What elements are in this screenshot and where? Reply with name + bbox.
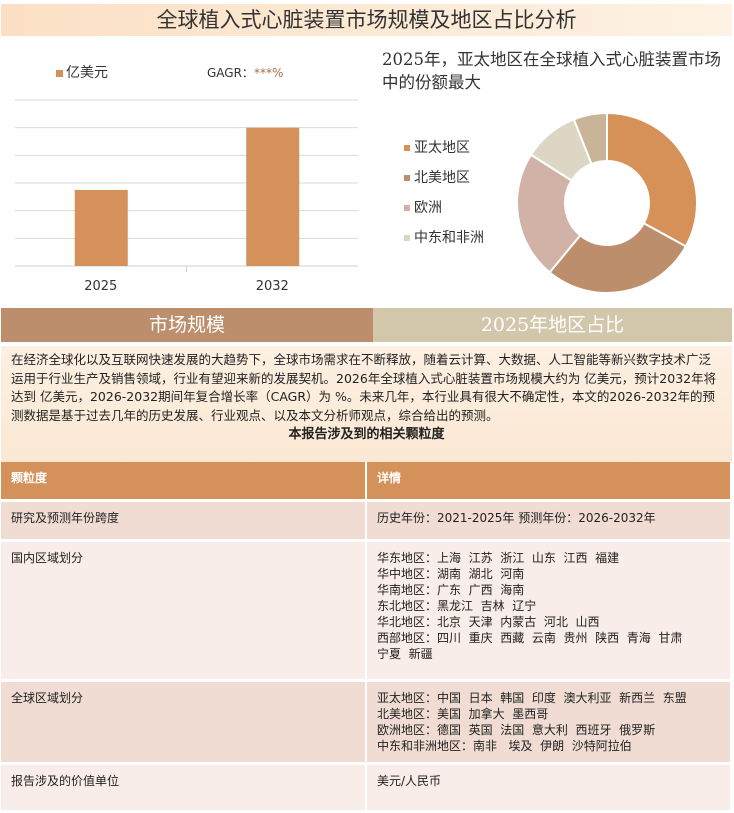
row-details: 亚太地区：中国 日本 韩国 印度 澳大利亚 新西兰 东盟 北美地区：美国 加拿大 … [366, 680, 732, 765]
pie-title: 2025年，亚太地区在全球植入式心脏装置市场中的份额最大 [382, 50, 721, 92]
page-title: 全球植入式心脏装置市场规模及地区占比分析 [1, 4, 732, 36]
row-details: 历史年份：2021-2025年 预测年份：2026-2032年 [366, 500, 732, 542]
legend-swatch [404, 205, 410, 211]
table-header: 颗粒度 详情 [1, 462, 732, 502]
legend-swatch [56, 69, 63, 77]
granularity-table: 颗粒度 详情 研究及预测年份跨度 历史年份：2021-2025年 预测年份：202… [1, 462, 732, 813]
donut-slice-欧洲 [516, 153, 582, 274]
detail-line: 宁夏 新疆 [377, 646, 433, 661]
legend-swatch [404, 235, 410, 241]
row-label: 国内区域划分 [1, 540, 367, 682]
donut-slice-other [572, 111, 608, 166]
row-details: 美元/人民币 [366, 763, 732, 813]
table-row: 国内区域划分 华东地区：上海 江苏 浙江 山东 江西 福建 华中地区：湖南 湖北 河… [1, 540, 732, 682]
detail-line: 西部地区：四川 重庆 西藏 云南 贵州 陕西 青海 甘肃 [377, 630, 683, 645]
row-label: 报告涉及的价值单位 [1, 763, 367, 813]
legend-item: 亚太地区 [404, 138, 484, 158]
legend-label: 北美地区 [414, 170, 470, 186]
detail-line: 北美地区：美国 加拿大 墨西哥 [377, 706, 549, 721]
gagr-label: GAGR：***% [207, 64, 283, 81]
legend-label: 亿美元 [66, 65, 108, 81]
legend-item: 北美地区 [404, 168, 484, 188]
detail-line: 华北地区：北京 天津 内蒙古 河北 山西 [377, 614, 600, 629]
detail-line: 亚太地区：中国 日本 韩国 印度 澳大利亚 新西兰 东盟 [377, 690, 687, 705]
header-granularity: 颗粒度 [1, 462, 367, 502]
bar-2032 [246, 127, 300, 267]
x-tick-label: 2025 [84, 279, 117, 294]
donut-slice-亚太地区 [606, 111, 698, 248]
section-market-size: 市场规模 [1, 308, 373, 342]
bar-chart: 2025 2032 [15, 99, 358, 294]
detail-line: 华中地区：湖南 湖北 河南 [377, 566, 525, 581]
bar-legend: 亿美元 [56, 62, 108, 82]
description-text: 在经济全球化以及互联网快速发展的大趋势下，全球市场需求在不断释放，随着云计算、大… [11, 352, 717, 423]
bar-2025 [74, 189, 128, 266]
detail-line: 历史年份：2021-2025年 预测年份：2026-2032年 [377, 510, 656, 525]
legend-label: 亚太地区 [414, 140, 470, 156]
gagr-text: GAGR： [207, 66, 254, 80]
legend-label: 欧洲 [414, 200, 442, 216]
detail-line: 东北地区：黑龙江 吉林 辽宁 [377, 598, 537, 613]
header-details: 详情 [366, 462, 732, 502]
detail-line: 中东和非洲地区：南非 埃及 伊朗 沙特阿拉伯 [377, 738, 632, 753]
table-title: 本报告涉及到的相关颗粒度 [288, 427, 445, 442]
row-label: 全球区域划分 [1, 680, 367, 765]
detail-line: 华东地区：上海 江苏 浙江 山东 江西 福建 [377, 550, 620, 565]
donut-chart [516, 111, 698, 294]
detail-line: 欧洲地区：德国 英国 法国 意大利 西班牙 俄罗斯 [377, 722, 656, 737]
table-row: 全球区域划分 亚太地区：中国 日本 韩国 印度 澳大利亚 新西兰 东盟 北美地区：美… [1, 680, 732, 765]
table-row: 研究及预测年份跨度 历史年份：2021-2025年 预测年份：2026-2032年 [1, 500, 732, 542]
legend-label: 中东和非洲 [414, 230, 484, 246]
section-region-share: 2025年地区占比 [373, 308, 732, 342]
row-label: 研究及预测年份跨度 [1, 500, 367, 542]
donut-slice-北美地区 [548, 221, 688, 294]
description: 在经济全球化以及互联网快速发展的大趋势下，全球市场需求在不断释放，随着云计算、大… [1, 346, 732, 462]
legend-item: 中东和非洲 [404, 228, 484, 248]
legend-item: 欧洲 [404, 198, 484, 218]
detail-line: 华南地区：广东 广西 海南 [377, 582, 525, 597]
x-tick-label: 2032 [256, 279, 289, 294]
row-details: 华东地区：上海 江苏 浙江 山东 江西 福建 华中地区：湖南 湖北 河南 华南地区：… [366, 540, 732, 682]
legend-swatch [404, 175, 410, 181]
legend-swatch [404, 145, 410, 151]
detail-line: 美元/人民币 [377, 773, 442, 788]
table-row: 报告涉及的价值单位 美元/人民币 [1, 763, 732, 813]
gagr-value: ***% [253, 66, 284, 80]
